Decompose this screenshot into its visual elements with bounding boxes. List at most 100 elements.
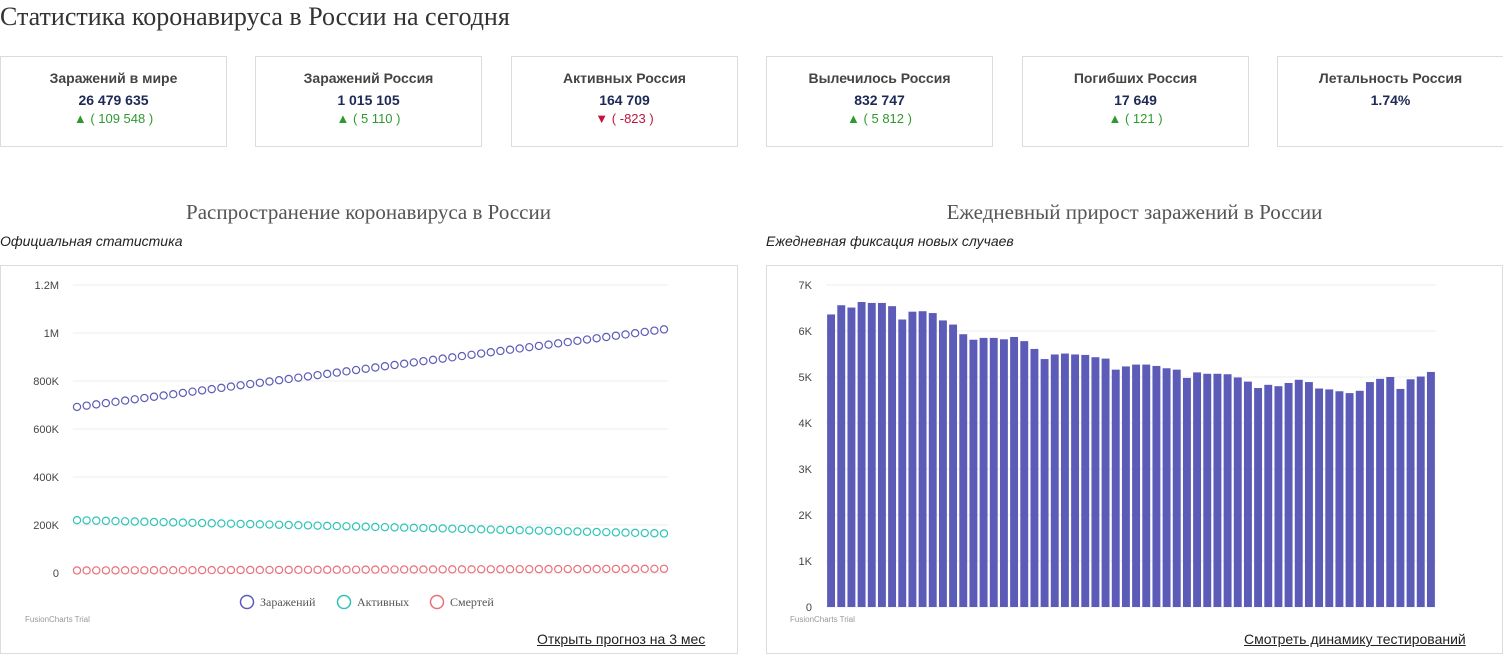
data-point (457, 524, 467, 534)
data-point (130, 395, 139, 404)
bar (1172, 369, 1181, 607)
data-point (448, 353, 457, 362)
data-point (621, 528, 630, 537)
bar (1315, 388, 1324, 607)
data-point (476, 349, 486, 358)
stat-card-label: Погибших Россия (1073, 70, 1198, 86)
arrow-up-icon: ▲ (336, 111, 350, 126)
bar (1416, 376, 1425, 607)
stat-card: Заражений Россия 1 015 105 ▲ ( 5 110 ) (255, 56, 482, 147)
data-point (111, 397, 120, 407)
stat-card-value: 1 015 105 (337, 92, 400, 108)
data-point (120, 517, 130, 526)
data-point (130, 566, 139, 575)
bar (1040, 359, 1049, 607)
data-point (361, 364, 370, 373)
bar (898, 319, 907, 607)
data-point (303, 372, 313, 381)
data-point (544, 526, 553, 536)
daily-growth-bar-chart: 0 1K 2K 3K 4K 5K 6K 7K FusionCharts Trial Смотр… (766, 265, 1503, 654)
bar (1213, 373, 1222, 607)
data-point (630, 528, 640, 538)
data-point (515, 526, 524, 535)
data-point (120, 396, 130, 405)
testing-dynamics-link[interactable]: Смотреть динамику тестирований (1244, 631, 1466, 647)
bar (1284, 382, 1293, 607)
data-point (197, 386, 207, 395)
data-point (342, 565, 351, 574)
stat-card-value: 832 747 (854, 92, 905, 108)
data-point (342, 367, 351, 376)
cases-line-chart: 0 200K 400K 600K 800K 1M 1.2M Заражений Активных… (0, 265, 738, 654)
data-point (476, 525, 486, 534)
data-point (217, 519, 226, 528)
bar (918, 311, 927, 607)
left-chart-trial-note: FusionCharts Trial (25, 615, 90, 624)
bar (1243, 381, 1252, 607)
data-point (380, 522, 390, 532)
data-point (92, 516, 101, 525)
bar (1223, 374, 1232, 607)
data-point (294, 373, 303, 382)
bar (1081, 354, 1090, 607)
data-point (255, 520, 265, 529)
bar (857, 302, 866, 607)
stat-card-label: Вылечилось Россия (808, 70, 951, 86)
series-1 (72, 325, 669, 412)
stat-card-delta-value: ( 5 110 ) (353, 111, 401, 126)
bar (949, 324, 958, 607)
data-point (650, 564, 659, 573)
stat-card-value: 1.74% (1370, 92, 1411, 108)
data-point (226, 565, 236, 575)
data-point (149, 392, 159, 401)
stat-card-delta: ▲ ( 5 812 ) (767, 111, 992, 126)
stat-card: Вылечилось Россия 832 747 ▲ ( 5 812 ) (766, 56, 993, 147)
data-point (602, 332, 611, 342)
data-point (274, 565, 284, 575)
data-point (553, 526, 563, 536)
data-point (496, 565, 505, 574)
y-tick-label: 600K (33, 424, 59, 436)
data-point (322, 565, 332, 574)
right-chart-trial-note: FusionCharts Trial (790, 615, 855, 624)
bar (1335, 391, 1344, 607)
stat-card-delta: ▲ ( 121 ) (1023, 111, 1248, 126)
data-point (659, 529, 669, 538)
series-2 (72, 515, 669, 538)
data-point (630, 564, 640, 574)
data-point (409, 358, 419, 367)
data-point (342, 522, 351, 531)
data-point (592, 527, 601, 537)
data-point (553, 564, 563, 574)
data-point (188, 387, 197, 396)
legend-label: Смертей (450, 595, 494, 609)
right-chart-subtitle: Ежедневная фиксация новых случаев (766, 233, 1014, 249)
bar (1091, 357, 1100, 607)
bar (989, 337, 998, 607)
data-point (621, 330, 630, 339)
data-point (111, 566, 120, 575)
data-point (582, 527, 592, 536)
data-point (486, 565, 495, 574)
data-point (419, 356, 428, 366)
bar (888, 306, 897, 607)
data-point (496, 346, 505, 356)
y-tick-label: 0 (53, 568, 59, 580)
bar (827, 314, 836, 607)
data-point (409, 523, 419, 533)
data-point (207, 519, 216, 528)
data-point (159, 391, 168, 400)
y-tick-label: 200K (33, 520, 59, 532)
bar (1365, 382, 1374, 607)
data-point (226, 519, 236, 528)
bar (1406, 379, 1415, 607)
y-tick-label: 800K (33, 376, 59, 388)
stat-card: Погибших Россия 17 649 ▲ ( 121 ) (1022, 56, 1249, 147)
data-point (573, 336, 582, 346)
left-chart-subtitle: Официальная статистика (0, 233, 183, 249)
bar (1254, 388, 1263, 607)
data-point (611, 331, 621, 340)
forecast-link[interactable]: Открыть прогноз на 3 мес (537, 631, 706, 647)
bar (1010, 336, 1019, 607)
data-point (525, 526, 534, 535)
